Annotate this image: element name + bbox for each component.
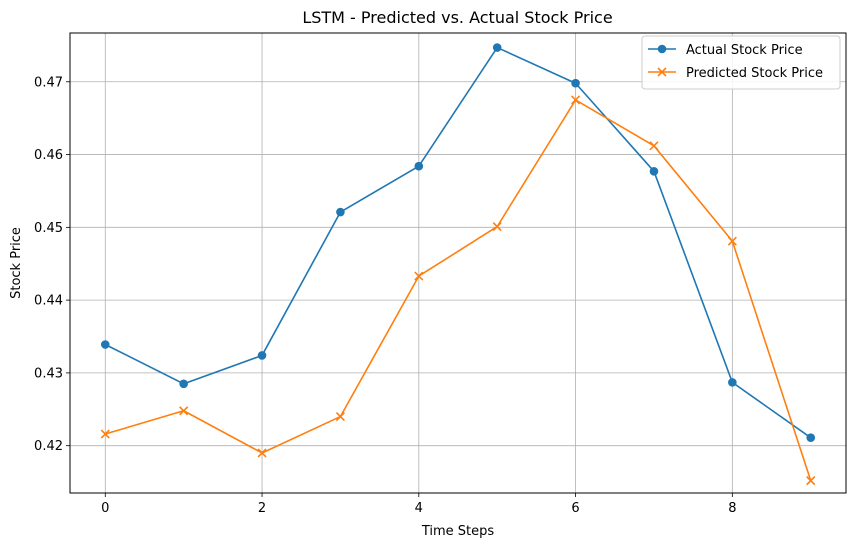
x-tick-label: 0 [101, 501, 109, 516]
x-tick-label: 2 [258, 501, 266, 516]
actual-stock-price-point [492, 43, 502, 52]
actual-stock-price-point [806, 433, 816, 442]
y-axis-ticks: 0.42 0.43 0.44 0.45 0.46 0.47 [34, 75, 70, 454]
x-tick-label: 8 [728, 501, 736, 516]
y-tick-label: 0.43 [34, 366, 63, 381]
actual-stock-price-point [179, 379, 188, 389]
y-axis-label: Stock Price [9, 227, 24, 299]
actual-stock-price-point [336, 207, 345, 217]
actual-stock-price-point [414, 161, 424, 171]
actual-stock-price-point [571, 78, 580, 88]
predicted-stock-price-point [649, 141, 659, 151]
chart-title: LSTM - Predicted vs. Actual Stock Price [302, 8, 612, 27]
predicted-stock-price-point [727, 236, 737, 246]
legend-box [641, 35, 841, 90]
predicted-stock-price-point [492, 222, 502, 232]
predicted-stock-price-point [335, 412, 345, 422]
actual-stock-price-point [257, 351, 267, 360]
actual-stock-price-line [104, 46, 812, 439]
grid-lines [70, 33, 846, 493]
predicted-stock-price-point [257, 448, 267, 458]
series-layer [100, 43, 816, 486]
actual-stock-price-point [100, 340, 110, 349]
y-tick-label: 0.45 [34, 221, 63, 236]
predicted-stock-price-point [571, 95, 581, 105]
y-tick-label: 0.44 [34, 294, 63, 309]
legend: Actual Stock Price Predicted Stock Price [641, 35, 841, 90]
predicted-stock-price-point [179, 406, 189, 416]
predicted-stock-price-line [105, 99, 812, 481]
x-axis-label: Time Steps [421, 524, 495, 539]
actual-stock-price-point [728, 378, 737, 387]
plot-frame [69, 32, 847, 494]
legend-predicted-marker [657, 67, 667, 77]
x-tick-label: 4 [415, 501, 423, 516]
predicted-stock-price-point [806, 476, 816, 486]
y-tick-label: 0.42 [34, 439, 63, 454]
x-tick-label: 6 [571, 501, 579, 516]
predicted-stock-price-point [100, 429, 110, 439]
predicted-stock-price-point [414, 271, 424, 281]
y-tick-label: 0.46 [34, 148, 63, 163]
x-axis-ticks: 0 2 4 6 8 [101, 493, 736, 516]
legend-actual-marker [657, 44, 667, 54]
y-tick-label: 0.47 [34, 75, 63, 90]
legend-predicted-label: Predicted Stock Price [686, 66, 823, 81]
legend-actual-label: Actual Stock Price [686, 43, 803, 58]
actual-stock-price-point [649, 166, 659, 176]
